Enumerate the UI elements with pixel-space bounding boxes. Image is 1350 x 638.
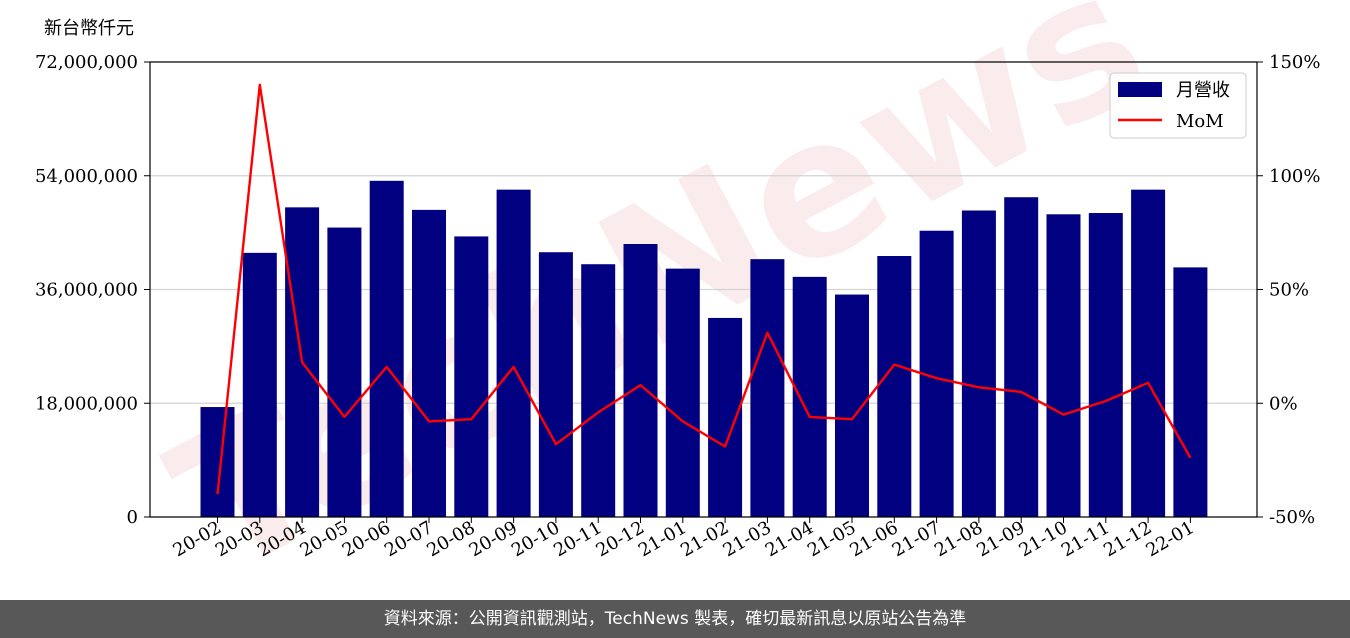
- revenue-bar: [369, 180, 404, 518]
- y-unit-label: 新台幣仟元: [44, 18, 134, 39]
- revenue-bar: [1046, 214, 1081, 517]
- left-axis-tick-label: 0: [127, 507, 138, 528]
- source-footer: 資料來源：公開資訊觀測站，TechNews 製表，確切最新訊息以原站公告為準: [0, 600, 1350, 638]
- revenue-bar: [1173, 267, 1208, 517]
- line-series: [216, 83, 1192, 495]
- right-axis-tick-label: -50%: [1269, 507, 1315, 528]
- revenue-bar: [412, 209, 446, 517]
- revenue-bar: [538, 252, 573, 517]
- left-axis-tick-label: 54,000,000: [35, 166, 138, 187]
- revenue-bar: [1088, 213, 1123, 517]
- right-axis-tick-label: 0%: [1269, 393, 1298, 414]
- right-axis-tick-label: 100%: [1269, 166, 1320, 187]
- right-axis-tick-label: 50%: [1269, 280, 1309, 301]
- left-axis-tick-label: 72,000,000: [35, 52, 138, 73]
- revenue-bar: [961, 210, 996, 517]
- x-axis-tick-label: 22-01: [1142, 517, 1197, 561]
- legend: 月營收 MoM: [1109, 72, 1247, 139]
- revenue-bar: [327, 227, 362, 517]
- right-axis-tick-label: 150%: [1269, 52, 1320, 73]
- revenue-bar: [581, 264, 616, 517]
- revenue-bar: [496, 189, 531, 517]
- revenue-bar: [623, 244, 658, 517]
- revenue-bar: [200, 407, 235, 517]
- revenue-chart: TechNews 018,000,00036,000,00054,000,000…: [35, 0, 1321, 600]
- revenue-bar: [750, 259, 785, 517]
- left-axis-tick-label: 18,000,000: [35, 393, 138, 414]
- bar-series: [200, 180, 1208, 518]
- left-axis-tick-label: 36,000,000: [35, 280, 138, 301]
- mom-line: [216, 83, 1192, 495]
- revenue-bar: [665, 268, 700, 517]
- legend-swatch-revenue: [1118, 82, 1162, 97]
- revenue-bar: [1004, 197, 1039, 517]
- legend-label-mom: MoM: [1176, 111, 1224, 132]
- legend-label-revenue: 月營收: [1176, 80, 1230, 101]
- revenue-bar: [1131, 189, 1166, 517]
- revenue-bar: [877, 256, 912, 517]
- revenue-bar: [242, 252, 277, 517]
- revenue-bar: [454, 236, 489, 517]
- revenue-bar: [792, 276, 827, 517]
